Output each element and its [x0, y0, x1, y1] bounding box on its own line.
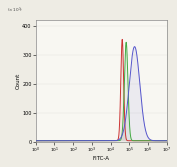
X-axis label: FITC-A: FITC-A	[93, 156, 110, 161]
Y-axis label: Count: Count	[16, 73, 21, 89]
Text: ($\times\,10^1$): ($\times\,10^1$)	[7, 6, 23, 15]
